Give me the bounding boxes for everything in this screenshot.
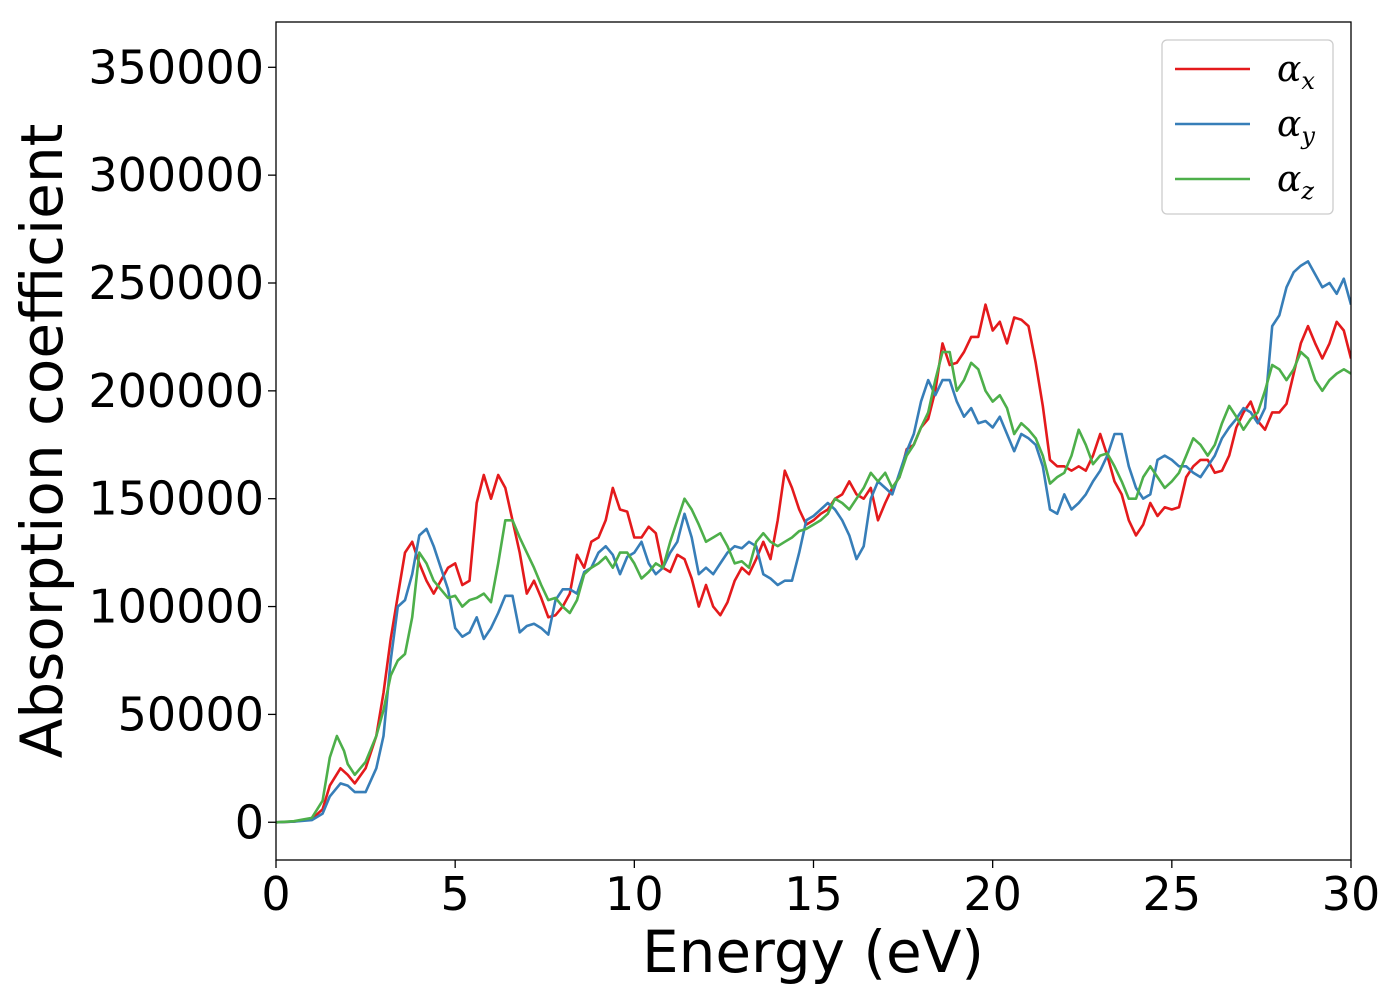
y-tick-label: 100000 <box>88 580 264 634</box>
x-tick-label: 15 <box>784 867 843 921</box>
series-layer <box>276 260 1351 824</box>
y-tick-label: 0 <box>235 795 264 849</box>
y-tick-label: 250000 <box>88 256 264 310</box>
y-axis-title: Absorption coefficient <box>8 124 76 759</box>
legend: αx αy αz <box>1161 39 1334 215</box>
legend-label-x: αx <box>1277 49 1315 95</box>
y-tick-label: 200000 <box>88 364 264 418</box>
series-line-z <box>276 350 1351 824</box>
legend-label-z: αz <box>1277 159 1314 205</box>
y-tick-label: 150000 <box>88 472 264 526</box>
legend-label-y: αy <box>1277 104 1315 150</box>
y-tick-label: 50000 <box>118 687 264 741</box>
x-axis-title: Energy (eV) <box>642 918 984 986</box>
legend-box <box>1161 39 1334 215</box>
x-axis: 0 5 10 15 20 25 30 <box>261 860 1380 921</box>
x-tick-label: 20 <box>963 867 1022 921</box>
x-tick-label: 25 <box>1143 867 1202 921</box>
x-tick-label: 5 <box>441 867 470 921</box>
y-tick-label: 350000 <box>88 40 264 94</box>
x-tick-label: 10 <box>605 867 664 921</box>
y-axis: 0 50000 100000 150000 200000 250000 300000 3500… <box>88 40 276 849</box>
series-line-y <box>276 260 1351 824</box>
x-tick-label: 30 <box>1322 867 1381 921</box>
series-line-x <box>276 303 1351 824</box>
x-tick-label: 0 <box>261 867 290 921</box>
y-tick-label: 300000 <box>88 148 264 202</box>
